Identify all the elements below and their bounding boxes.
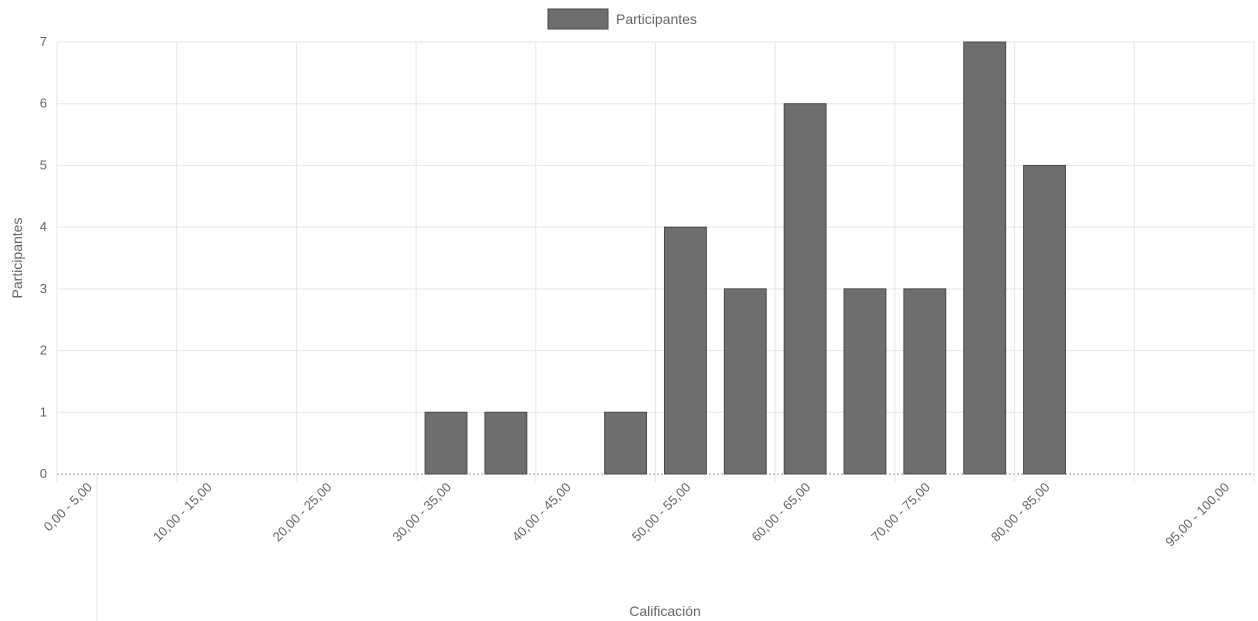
bar — [843, 288, 887, 475]
x-tick-label: 80,00 - 85,00 — [988, 480, 1053, 545]
x-tick-label: 20,00 - 25,00 — [270, 480, 335, 545]
x-tick-label: 60,00 - 65,00 — [748, 480, 813, 545]
bar — [604, 411, 648, 475]
y-tick-label: 1 — [40, 404, 47, 419]
grid-lines — [56, 41, 1255, 621]
bar — [1023, 164, 1066, 475]
bars — [424, 41, 1066, 475]
bar — [903, 288, 947, 475]
x-tick-label: 70,00 - 75,00 — [868, 480, 933, 545]
bar — [484, 411, 528, 475]
bar — [424, 411, 468, 475]
x-tick-label: 95,00 - 100,00 — [1162, 480, 1232, 550]
x-axis-title: Calificación — [629, 603, 701, 619]
bar — [783, 103, 827, 475]
y-tick-label: 5 — [40, 157, 47, 172]
y-tick-label: 0 — [40, 466, 47, 481]
y-tick-label: 6 — [40, 96, 47, 111]
bar — [723, 288, 767, 475]
y-tick-labels: 0 1 2 3 4 5 6 7 — [40, 34, 47, 481]
bar — [663, 226, 707, 475]
bar — [963, 41, 1007, 475]
y-tick-label: 7 — [40, 34, 47, 49]
x-tick-labels: 0,00 - 5,00 10,00 - 15,00 20,00 - 25,00 30,… — [40, 480, 1232, 550]
y-axis-title: Participantes — [9, 218, 25, 299]
x-tick-label: 30,00 - 35,00 — [389, 480, 454, 545]
x-tick-label: 50,00 - 55,00 — [629, 480, 694, 545]
y-tick-label: 4 — [40, 219, 47, 234]
legend-label: Participantes — [616, 11, 697, 27]
y-tick-label: 2 — [40, 343, 47, 358]
x-tick-label: 10,00 - 15,00 — [150, 480, 215, 545]
y-tick-label: 3 — [40, 281, 47, 296]
x-tick-label: 0,00 - 5,00 — [40, 480, 95, 535]
x-tick-label: 40,00 - 45,00 — [509, 480, 574, 545]
legend[interactable]: Participantes — [547, 8, 697, 30]
legend-swatch — [547, 8, 609, 30]
